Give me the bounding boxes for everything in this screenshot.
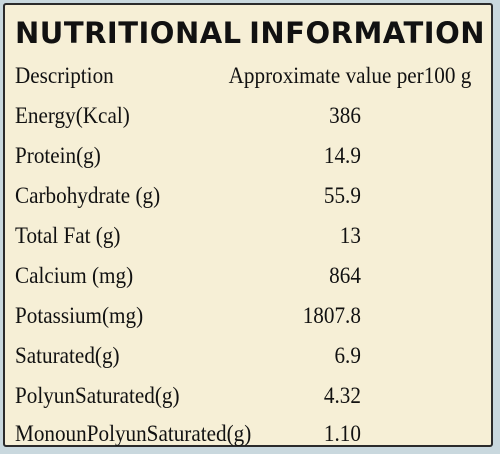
table-row: Saturated(g) 6.9 xyxy=(15,336,447,376)
row-label: PolyunSaturated(g) xyxy=(15,383,180,408)
table-row: PolyunSaturated(g) 4.32 xyxy=(15,376,447,416)
title-word-information: INFORMATION xyxy=(249,16,485,50)
table-row: Total Fat (g) 13 xyxy=(15,216,447,256)
table-row: Calcium (mg) 864 xyxy=(15,256,447,296)
table-row: Carbohydrate (g) 55.9 xyxy=(15,176,447,216)
row-value: 4.32 xyxy=(323,383,361,408)
row-value: 1807.8 xyxy=(302,303,361,328)
title-word-nutritional: NUTRITIONAL xyxy=(15,16,242,50)
row-label: Carbohydrate (g) xyxy=(15,183,161,208)
row-value: 14.9 xyxy=(323,143,361,168)
header-description: Description xyxy=(15,63,114,88)
table-row: Potassium(mg) 1807.8 xyxy=(15,296,447,336)
header-value: Approximate value per100 g xyxy=(228,63,472,88)
row-label: Energy(Kcal) xyxy=(15,103,130,128)
row-label: Total Fat (g) xyxy=(15,223,121,248)
table-header-row: Description Approximate value per100 g xyxy=(15,56,471,96)
row-value: 6.9 xyxy=(334,343,361,368)
table-row: Energy(Kcal) 386 xyxy=(15,96,447,136)
row-value: 1.10 xyxy=(323,421,361,446)
row-value: 864 xyxy=(329,263,361,288)
table-row: Protein(g) 14.9 xyxy=(15,136,447,176)
panel-title: NUTRITIONAL INFORMATION xyxy=(15,13,485,53)
row-label: MonounPolyunSaturated(g) xyxy=(15,421,252,446)
row-label: Saturated(g) xyxy=(15,343,120,368)
row-label: Protein(g) xyxy=(15,143,101,168)
row-value: 13 xyxy=(339,223,361,248)
table-row: MonounPolyunSaturated(g) 1.10 xyxy=(15,414,447,454)
row-label: Calcium (mg) xyxy=(15,263,134,288)
row-value: 55.9 xyxy=(323,183,361,208)
row-value: 386 xyxy=(329,103,361,128)
nutrition-panel: NUTRITIONAL INFORMATION Description Appr… xyxy=(3,3,493,447)
row-label: Potassium(mg) xyxy=(15,303,144,328)
